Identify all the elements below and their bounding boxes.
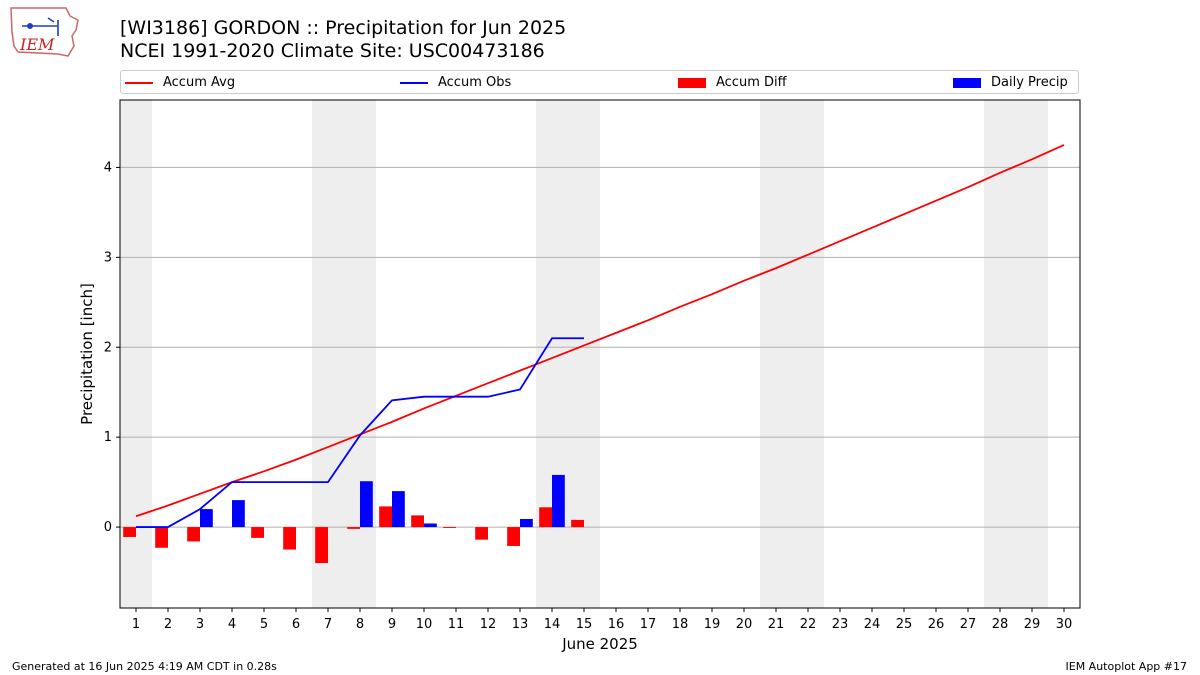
accum-diff-bar	[443, 527, 456, 528]
plot-frame	[119, 99, 1081, 609]
y-tick-label: 0	[104, 520, 112, 535]
footer-generated: Generated at 16 Jun 2025 4:19 AM CDT in …	[12, 660, 277, 673]
legend-label-daily-precip: Daily Precip	[991, 75, 1068, 90]
x-tick-label: 11	[448, 617, 465, 632]
x-tick-label: 25	[896, 617, 913, 632]
legend-swatch-accum-diff	[678, 77, 706, 88]
x-tick-label: 20	[736, 617, 753, 632]
accum-diff-bar	[187, 527, 200, 542]
daily-precip-bar	[232, 500, 245, 528]
accum-diff-bar	[539, 507, 552, 528]
accum-diff-bar	[379, 506, 392, 528]
iem-logo: IEM	[10, 7, 79, 57]
legend-label-accum-avg: Accum Avg	[163, 75, 236, 90]
x-tick-label: 28	[992, 617, 1009, 632]
daily-precip-bar	[424, 523, 437, 528]
y-axis-label: Precipitation [inch]	[78, 283, 96, 425]
x-tick-label: 2	[164, 617, 172, 632]
x-tick-label: 3	[196, 617, 204, 632]
accum-diff-bar	[507, 527, 520, 546]
accum-avg-line	[135, 144, 1065, 518]
x-tick-label: 26	[928, 617, 945, 632]
accum-diff-bar	[571, 519, 584, 528]
weekend-band	[984, 100, 1048, 608]
x-tick-label: 15	[576, 617, 593, 632]
legend: Accum Avg Accum Obs Accum Diff Daily Pre…	[120, 70, 1079, 94]
accum-diff-bar	[347, 527, 360, 529]
accum-diff-bar	[123, 527, 136, 537]
x-tick-label: 30	[1056, 617, 1073, 632]
x-tick-label: 19	[704, 617, 721, 632]
x-tick-label: 22	[800, 617, 817, 632]
accum-diff-bar	[155, 527, 168, 548]
logo-text: IEM	[19, 35, 55, 54]
x-tick-label: 7	[324, 617, 332, 632]
y-tick-label: 3	[104, 250, 112, 265]
legend-item-daily-precip: Daily Precip	[953, 74, 1068, 91]
daily-precip-bar	[552, 474, 565, 528]
x-axis-label: June 2025	[561, 635, 638, 653]
legend-swatch-accum-obs	[400, 81, 428, 84]
legend-item-accum-avg: Accum Avg	[125, 74, 235, 91]
legend-label-accum-obs: Accum Obs	[438, 75, 512, 90]
x-tick-label: 13	[512, 617, 529, 632]
x-tick-label: 14	[544, 617, 561, 632]
accum-diff-bar	[251, 527, 264, 538]
accum-diff-bar	[475, 527, 488, 540]
x-tick-label: 27	[960, 617, 977, 632]
x-tick-label: 1	[132, 617, 140, 632]
footer-app: IEM Autoplot App #17	[1065, 660, 1188, 673]
x-tick-label: 17	[640, 617, 657, 632]
y-tick-label: 4	[104, 160, 112, 175]
legend-swatch-daily-precip	[953, 77, 981, 88]
x-tick-label: 4	[228, 617, 236, 632]
legend-item-accum-obs: Accum Obs	[400, 74, 511, 91]
legend-label-accum-diff: Accum Diff	[716, 75, 787, 90]
x-tick-label: 16	[608, 617, 625, 632]
x-tick-label: 21	[768, 617, 785, 632]
x-tick-label: 23	[832, 617, 849, 632]
legend-item-accum-diff: Accum Diff	[678, 74, 787, 91]
y-tick-label: 2	[104, 340, 112, 355]
y-tick-label: 1	[104, 430, 112, 445]
chart-title: [WI3186] GORDON :: Precipitation for Jun…	[120, 17, 567, 39]
accum-obs-line	[136, 337, 584, 528]
daily-precip-bar	[200, 509, 213, 528]
weekend-band	[760, 100, 824, 608]
daily-precip-bar	[392, 491, 405, 528]
chart-subtitle: NCEI 1991-2020 Climate Site: USC00473186	[120, 40, 545, 62]
x-tick-label: 12	[480, 617, 497, 632]
daily-precip-bar	[520, 518, 533, 528]
x-tick-label: 24	[864, 617, 881, 632]
x-tick-label: 29	[1024, 617, 1041, 632]
accum-diff-bar	[283, 527, 296, 550]
accum-diff-bar	[315, 527, 328, 564]
x-tick-label: 8	[356, 617, 364, 632]
x-tick-label: 10	[416, 617, 433, 632]
weekend-band	[120, 100, 152, 608]
weekend-band	[536, 100, 600, 608]
daily-precip-bar	[360, 481, 373, 528]
legend-swatch-accum-avg	[125, 81, 153, 84]
x-tick-label: 5	[260, 617, 268, 632]
x-tick-label: 6	[292, 617, 300, 632]
accum-diff-bar	[411, 515, 424, 528]
x-tick-label: 18	[672, 617, 689, 632]
x-tick-label: 9	[388, 617, 396, 632]
